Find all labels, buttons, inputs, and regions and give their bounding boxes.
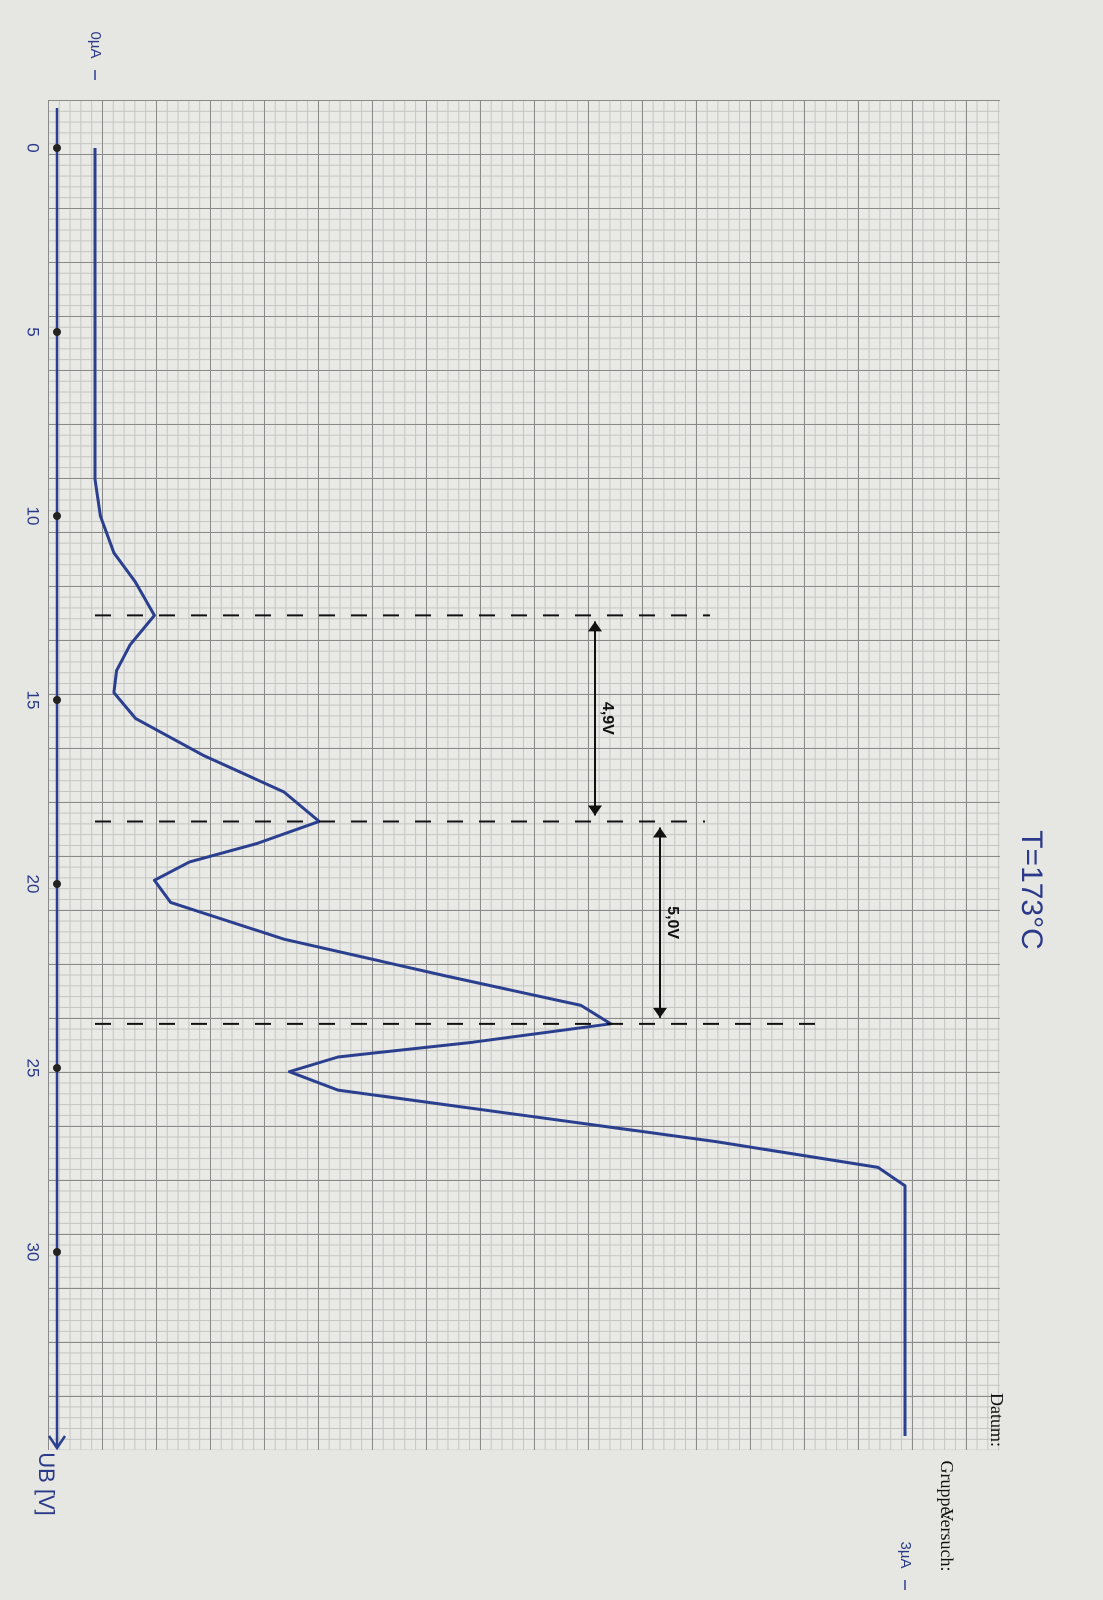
chart-title: T=173°C [1015, 830, 1048, 950]
annotation-label: 4,9V [599, 702, 616, 735]
x-tick-label: 5 [24, 327, 43, 336]
tick-mark [53, 696, 61, 704]
x-tick-label: 10 [24, 507, 43, 526]
y-tick-label: 0µA [87, 32, 104, 59]
x-tick-label: 0 [24, 143, 43, 152]
y-tick-label: 3µA [897, 1542, 914, 1569]
x-tick-label: 25 [24, 1059, 43, 1078]
tick-mark [53, 1248, 61, 1256]
annotation-label: 5,0V [664, 906, 681, 939]
tick-mark [53, 512, 61, 520]
form-label: Versuch: [937, 1509, 957, 1572]
graph-paper [48, 100, 1000, 1450]
x-tick-label: 15 [24, 691, 43, 710]
tick-mark [53, 880, 61, 888]
form-label: Datum: [987, 1393, 1007, 1447]
x-tick-label: 20 [24, 875, 43, 894]
x-axis-label: UB [V] [34, 1452, 59, 1516]
tick-mark [53, 328, 61, 336]
axis-arrow [47, 1435, 67, 1451]
form-label: Gruppe: [937, 1461, 957, 1520]
x-tick-label: 30 [24, 1243, 43, 1262]
curve [93, 148, 907, 1436]
tick-mark [53, 144, 61, 152]
tick-mark [53, 1064, 61, 1072]
